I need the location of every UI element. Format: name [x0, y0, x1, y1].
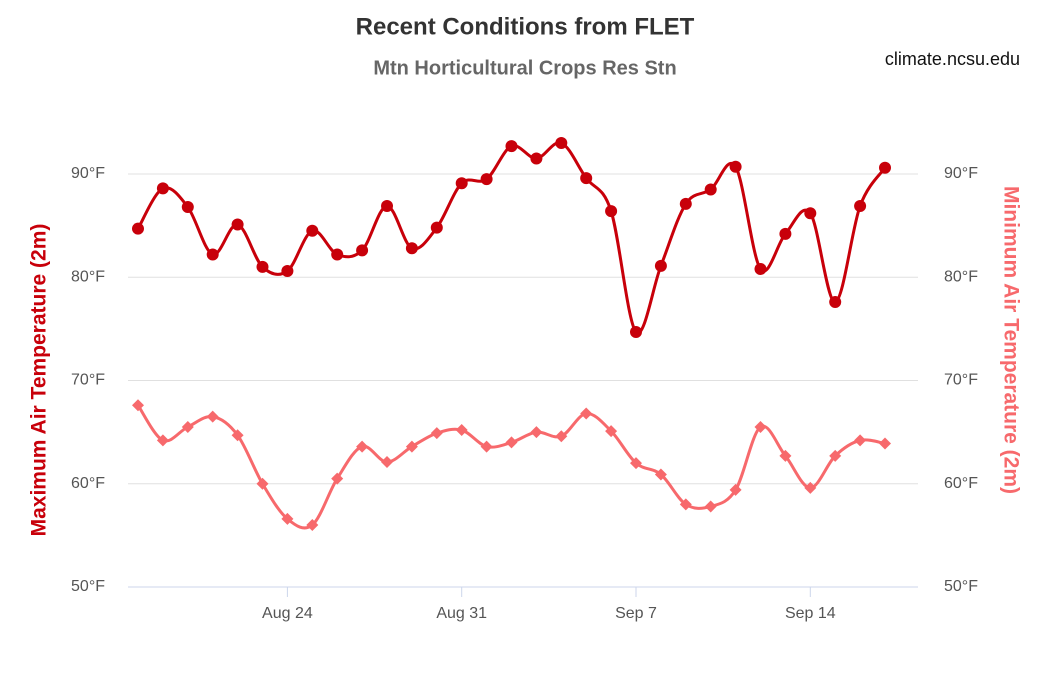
marker	[879, 161, 891, 174]
marker	[156, 434, 169, 447]
marker	[381, 456, 393, 469]
marker	[630, 457, 642, 470]
marker	[480, 173, 493, 186]
marker	[530, 152, 543, 165]
marker	[455, 177, 468, 190]
marker	[679, 498, 692, 511]
marker	[206, 410, 219, 423]
marker	[505, 140, 518, 153]
marker	[430, 427, 443, 440]
chart-subtitle: Mtn Horticultural Crops Res Stn	[373, 57, 676, 79]
marker	[654, 259, 667, 272]
marker	[854, 434, 867, 447]
marker	[779, 227, 792, 240]
marker	[231, 218, 244, 231]
marker	[256, 260, 269, 273]
marker	[206, 248, 219, 261]
x-tick-label: Aug 31	[436, 605, 487, 622]
marker	[405, 440, 418, 453]
y2-axis-title: Minimum Air Temperature (2m)	[999, 186, 1022, 494]
credit: climate.ncsu.edu	[885, 49, 1020, 69]
x-tick-label: Aug 24	[262, 605, 313, 622]
marker	[156, 182, 169, 195]
marker	[455, 424, 468, 437]
marker	[381, 199, 393, 212]
marker	[854, 199, 867, 212]
marker	[132, 399, 144, 412]
marker	[132, 222, 144, 235]
marker	[530, 426, 543, 439]
marker	[430, 221, 443, 234]
marker	[181, 201, 194, 213]
marker	[729, 160, 742, 173]
y-tick-label: 60°F	[71, 475, 105, 492]
marker	[306, 224, 319, 237]
marker	[630, 325, 642, 338]
marker	[331, 248, 344, 261]
marker	[754, 420, 767, 433]
marker	[779, 449, 792, 462]
marker	[331, 472, 344, 485]
marker	[580, 172, 593, 185]
marker	[829, 449, 842, 462]
x-tick-label: Sep 7	[615, 605, 657, 622]
marker	[306, 519, 319, 532]
marker	[704, 500, 717, 513]
marker	[704, 183, 717, 196]
marker	[580, 407, 593, 420]
marker	[256, 477, 269, 490]
y-tick-label: 90°F	[71, 165, 105, 182]
marker	[281, 512, 294, 525]
y2-tick-label: 70°F	[944, 372, 978, 389]
marker	[231, 429, 244, 442]
y2-tick-label: 90°F	[944, 165, 978, 182]
marker	[879, 437, 891, 450]
y-tick-label: 50°F	[71, 578, 105, 595]
marker	[829, 296, 842, 308]
y2-tick-label: 80°F	[944, 268, 978, 285]
marker	[505, 436, 518, 449]
marker	[754, 262, 767, 275]
marker	[804, 207, 817, 220]
y2-tick-label: 60°F	[944, 475, 978, 492]
y2-tick-label: 50°F	[944, 578, 978, 595]
marker	[281, 265, 294, 278]
marker	[356, 244, 369, 257]
marker	[181, 420, 194, 433]
y-tick-label: 80°F	[71, 268, 105, 285]
marker	[729, 483, 742, 496]
marker	[480, 440, 493, 453]
series-line	[136, 404, 886, 530]
chart-title: Recent Conditions from FLET	[356, 13, 695, 40]
marker	[356, 440, 369, 453]
marker	[555, 430, 568, 443]
marker	[804, 481, 817, 494]
marker	[605, 425, 618, 438]
x-tick-label: Sep 14	[785, 605, 836, 622]
series-line	[136, 141, 887, 335]
marker	[555, 136, 568, 149]
marker	[405, 242, 418, 255]
marker	[679, 197, 692, 210]
marker	[654, 468, 667, 481]
y-tick-label: 70°F	[71, 372, 105, 389]
y-axis-title: Maximum Air Temperature (2m)	[28, 224, 51, 537]
marker	[605, 205, 618, 218]
